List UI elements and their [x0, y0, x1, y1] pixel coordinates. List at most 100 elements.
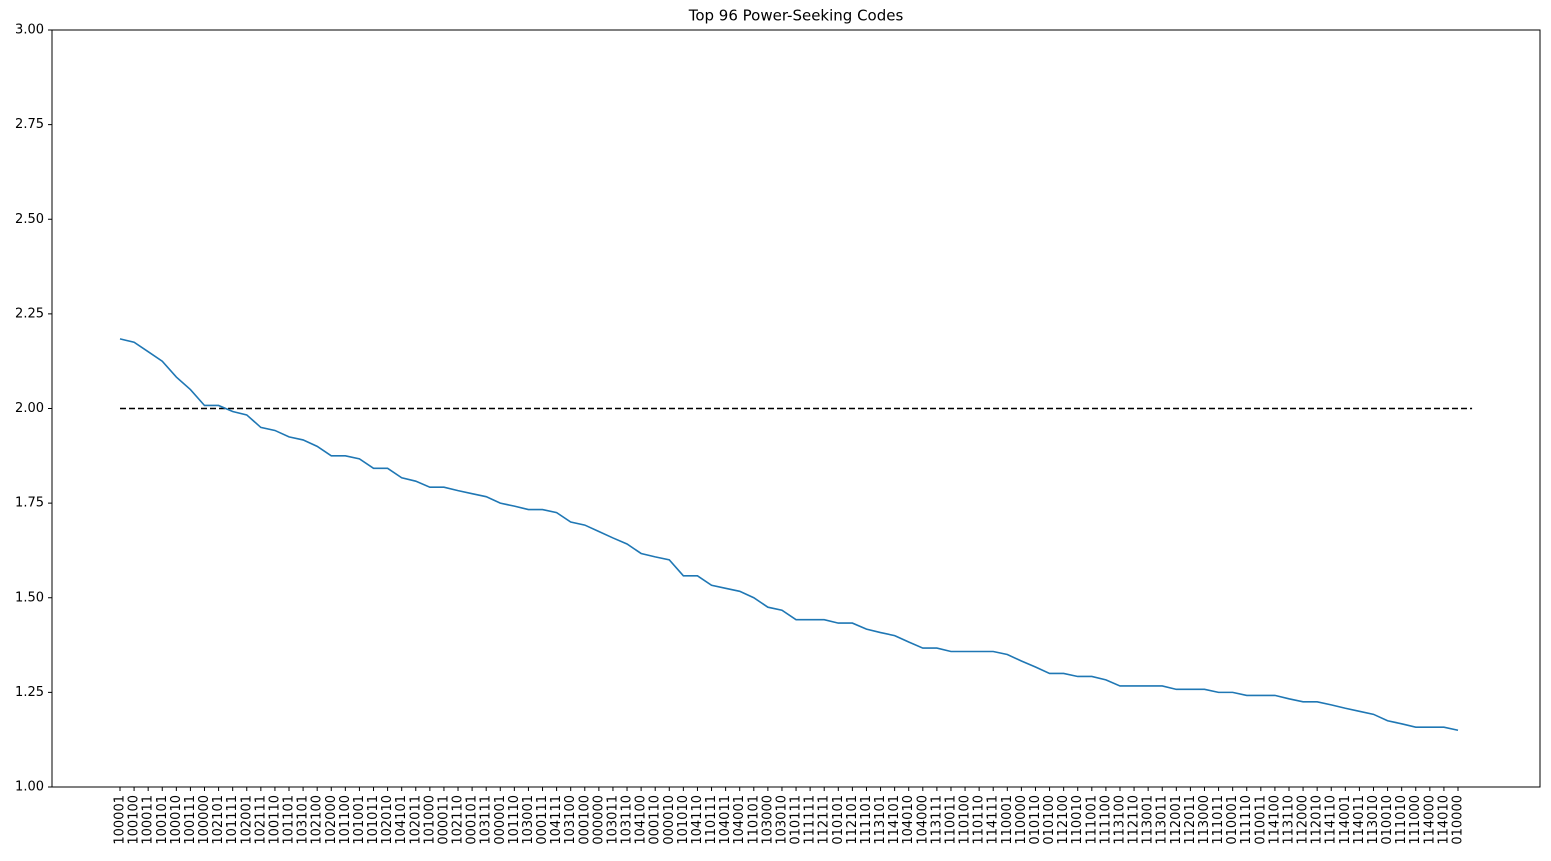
x-tick-label: 010010: [1380, 795, 1395, 845]
x-tick-label: 104001: [732, 795, 747, 845]
y-tick-label: 2.25: [15, 306, 44, 321]
x-tick-label: 010100: [1042, 795, 1057, 845]
x-tick-label: 112100: [1056, 795, 1071, 845]
x-tick-label: 112011: [1183, 795, 1198, 845]
x-tick-label: 112010: [1310, 795, 1325, 845]
x-tick-label: 111000: [1408, 795, 1423, 845]
x-tick-label: 111101: [859, 795, 874, 845]
x-tick-label: 104010: [901, 795, 916, 845]
x-tick-label: 113010: [1366, 795, 1381, 845]
x-tick-label: 114111: [986, 795, 1001, 845]
x-tick-label: 104111: [549, 795, 564, 845]
x-tick-label: 110001: [1000, 795, 1015, 845]
x-tick-label: 110100: [958, 795, 973, 845]
x-tick-label: 112111: [817, 795, 832, 845]
x-tick-label: 101010: [676, 795, 691, 845]
y-tick-label: 2.75: [15, 117, 44, 132]
line-series: [119, 338, 1459, 732]
x-tick-label: 100110: [267, 795, 282, 845]
x-tick-label: 103110: [620, 795, 635, 845]
y-tick-label: 2.00: [15, 401, 44, 416]
x-tick-label: 103100: [563, 795, 578, 845]
x-tick-label: 110010: [1070, 795, 1085, 845]
x-tick-label: 111010: [1394, 795, 1409, 845]
x-tick-label: 100101: [155, 795, 170, 845]
x-tick-label: 104000: [915, 795, 930, 845]
x-tick-label: 010000: [1451, 795, 1466, 845]
x-tick-label: 114000: [1422, 795, 1437, 845]
x-tick-label: 113001: [1141, 795, 1156, 845]
x-tick-label: 113110: [1281, 795, 1296, 845]
x-tick-label: 101100: [338, 795, 353, 845]
x-tick-label: 103000: [760, 795, 775, 845]
x-tick-label: 112000: [1296, 795, 1311, 845]
x-tick-label: 113111: [929, 795, 944, 845]
x-tick-label: 114001: [1338, 795, 1353, 845]
x-tick-label: 101001: [352, 795, 367, 845]
x-tick-label: 000110: [648, 795, 663, 845]
chart-title: Top 96 Power-Seeking Codes: [688, 7, 904, 25]
x-tick-label: 111110: [1239, 795, 1254, 845]
x-tick-label: 102101: [211, 795, 226, 845]
x-tick-label: 112001: [1169, 795, 1184, 845]
x-tick-label: 010110: [1028, 795, 1043, 845]
x-tick-label: 110110: [972, 795, 987, 845]
x-tick-label: 102100: [310, 795, 325, 845]
x-tick-label: 000011: [436, 795, 451, 845]
x-tick-label: 102000: [324, 795, 339, 845]
x-tick-label: 100001: [113, 795, 128, 845]
y-tick-label: 1.75: [15, 496, 44, 511]
x-tick-label: 101000: [422, 795, 437, 845]
x-tick-label: 000100: [577, 795, 592, 845]
x-tick-label: 114010: [1436, 795, 1451, 845]
x-tick-label: 104101: [394, 795, 409, 845]
x-tick-label: 114101: [887, 795, 902, 845]
x-tick-label: 000001: [493, 795, 508, 845]
x-tick-label: 000101: [465, 795, 480, 845]
y-tick-label: 3.00: [15, 23, 44, 38]
x-tick-label: 000111: [535, 795, 550, 845]
x-tick-label: 104110: [690, 795, 705, 845]
y-tick-label: 1.25: [15, 685, 44, 700]
x-tick-label: 100100: [127, 795, 142, 845]
x-tick-label: 010111: [789, 795, 804, 845]
x-tick-label: 111111: [803, 795, 818, 845]
x-tick-label: 100011: [141, 795, 156, 845]
x-tick-label: 114110: [1324, 795, 1339, 845]
x-tick-label: 112110: [1127, 795, 1142, 845]
x-tick-label: 113000: [1197, 795, 1212, 845]
x-tick-label: 101110: [507, 795, 522, 845]
x-tick-label: 114100: [1267, 795, 1282, 845]
x-tick-label: 000000: [591, 795, 606, 845]
x-tick-label: 101101: [282, 795, 297, 845]
x-tick-label: 110111: [704, 795, 719, 845]
x-tick-label: 111001: [1084, 795, 1099, 845]
x-tick-label: 102010: [380, 795, 395, 845]
x-tick-label: 103101: [296, 795, 311, 845]
x-tick-label: 000010: [662, 795, 677, 845]
y-tick-label: 2.50: [15, 212, 44, 227]
x-tick-label: 100000: [197, 795, 212, 845]
x-tick-label: 010011: [1253, 795, 1268, 845]
x-tick-label: 114011: [1352, 795, 1367, 845]
x-tick-label: 102110: [451, 795, 466, 845]
x-tick-label: 110011: [943, 795, 958, 845]
x-tick-label: 103111: [479, 795, 494, 845]
x-tick-label: 102011: [408, 795, 423, 845]
x-tick-label: 103010: [774, 795, 789, 845]
x-tick-label: 101011: [366, 795, 381, 845]
y-tick-label: 1.50: [15, 590, 44, 605]
x-tick-label: 104011: [718, 795, 733, 845]
x-tick-label: 101111: [225, 795, 240, 845]
x-tick-label: 111100: [1098, 795, 1113, 845]
x-tick-label: 113011: [1155, 795, 1170, 845]
x-tick-label: 010001: [1225, 795, 1240, 845]
x-tick-label: 113100: [1112, 795, 1127, 845]
x-tick-label: 102001: [239, 795, 254, 845]
x-tick-label: 103011: [605, 795, 620, 845]
x-tick-label: 102111: [253, 795, 268, 845]
x-tick-label: 110000: [1014, 795, 1029, 845]
x-tick-label: 111011: [1211, 795, 1226, 845]
x-tick-label: 104100: [634, 795, 649, 845]
